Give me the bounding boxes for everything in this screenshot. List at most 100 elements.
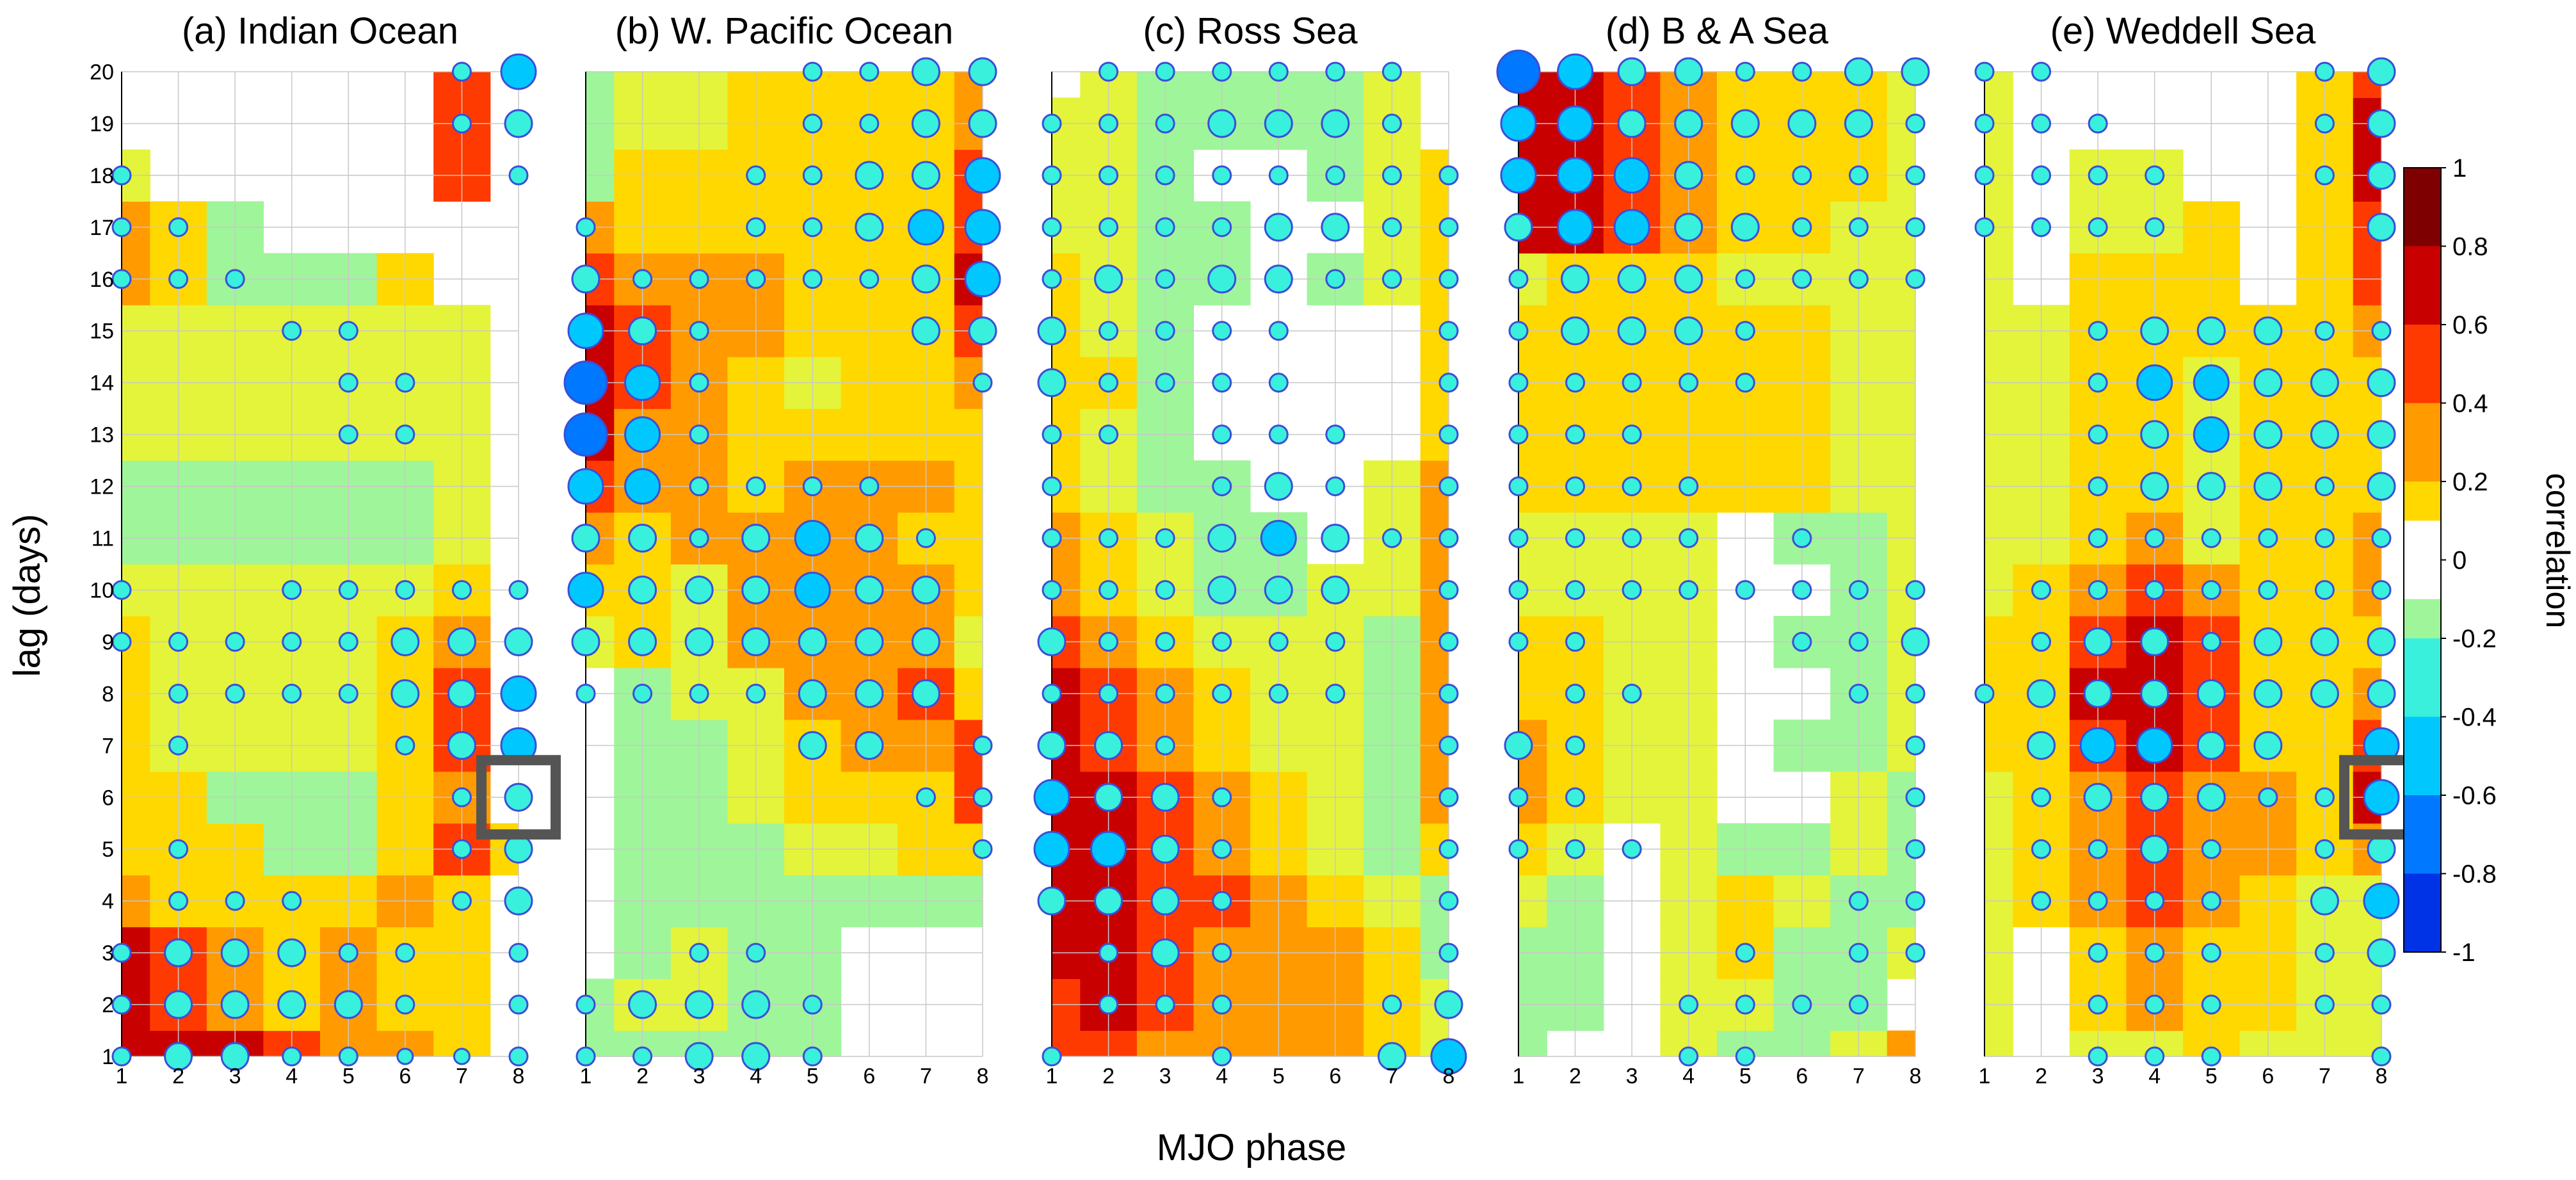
bubble [1848, 942, 1869, 963]
bubble [2371, 321, 2392, 341]
colorbar-label: correlation [2539, 473, 2576, 629]
bubble [1905, 891, 1926, 911]
bubble [395, 994, 415, 1015]
bubble [451, 113, 472, 134]
bubble [1565, 579, 1586, 600]
bubble [907, 209, 944, 246]
bubble [576, 1046, 596, 1067]
colorbar-segment [2404, 540, 2441, 561]
bubble [2031, 113, 2052, 134]
bubble [338, 1046, 358, 1067]
bubble [741, 524, 771, 553]
bubble [225, 683, 245, 704]
bubble [1099, 217, 1119, 238]
bubble [500, 675, 537, 712]
bubble [689, 528, 709, 549]
bubble [855, 161, 884, 190]
bubble [746, 683, 766, 704]
colorbar-segment [2404, 305, 2441, 325]
bubble [1974, 683, 1995, 704]
bubble [2079, 727, 2116, 764]
bubble [1042, 476, 1062, 497]
x-tick-label: 2 [2035, 1064, 2047, 1088]
bubble [798, 731, 827, 760]
bubble [1792, 269, 1812, 289]
colorbar-segment [2404, 853, 2441, 875]
bubble [1325, 61, 1346, 82]
colorbar-tick-label: 1 [2452, 154, 2467, 182]
bubble [2083, 679, 2113, 708]
bubble [2371, 1046, 2392, 1067]
bubble [2363, 779, 2400, 816]
panel-d: 1 2 3 4 5 6 7 8 (d) B & A Sea [1496, 10, 1930, 1088]
bubble [911, 679, 940, 708]
bubble [1905, 683, 1926, 704]
y-tick-label: 19 [90, 112, 114, 136]
bubble [1037, 886, 1067, 916]
bubble [859, 269, 880, 289]
colorbar-segment [2404, 442, 2441, 463]
bubble [1792, 61, 1812, 82]
colorbar-tick-label: 0.4 [2452, 390, 2488, 418]
panel-c: 1 2 3 4 5 6 7 8 (c) Ross Sea [1033, 10, 1467, 1088]
bubble [1792, 994, 1812, 1015]
bubble [1678, 373, 1699, 393]
bubble [2088, 321, 2108, 341]
y-tick-label: 20 [90, 60, 114, 85]
bubble [2314, 165, 2335, 186]
bubble [1099, 579, 1119, 600]
bubble [855, 524, 884, 553]
bubble [2201, 891, 2221, 911]
x-tick-label: 8 [1443, 1064, 1455, 1088]
bubble [338, 321, 358, 341]
bubble [2253, 368, 2283, 398]
bubble [746, 165, 766, 186]
bubble [855, 731, 884, 760]
bubble [1434, 990, 1463, 1019]
colorbar-segment [2404, 423, 2441, 443]
colorbar-segment [2404, 658, 2441, 679]
bubble [689, 321, 709, 341]
x-tick-label: 7 [456, 1064, 468, 1088]
bubble [1094, 886, 1123, 916]
bubble [500, 53, 537, 90]
x-tick-label: 2 [172, 1064, 184, 1088]
bubble [1730, 213, 1760, 242]
bubble [2145, 528, 2165, 549]
bubble [168, 631, 189, 652]
x-tick-label: 5 [807, 1064, 819, 1088]
bubble [2310, 420, 2339, 449]
bubble [859, 476, 880, 497]
bubble [2031, 217, 2052, 238]
bubble [1150, 834, 1180, 864]
y-tick-label: 5 [102, 837, 114, 862]
colorbar-segment [2404, 618, 2441, 639]
y-tick-label: 3 [102, 941, 114, 966]
bubble [2196, 679, 2226, 708]
bubble [1905, 787, 1926, 807]
bubble [1500, 157, 1537, 194]
bubble [968, 57, 997, 86]
bubble [859, 61, 880, 82]
bubble [2367, 834, 2396, 864]
bubble [1974, 217, 1995, 238]
bubble [1565, 787, 1586, 807]
bubble [282, 683, 302, 704]
bubble [1212, 424, 1232, 445]
bubble [911, 627, 940, 656]
bubble [571, 524, 600, 553]
bubble [2088, 476, 2108, 497]
bubble [624, 468, 661, 505]
bubble [1735, 373, 1755, 393]
bubble [1438, 528, 1459, 549]
bubble [624, 416, 661, 453]
bubble [1974, 61, 1995, 82]
bubble [1268, 373, 1289, 393]
bubble [1155, 321, 1175, 341]
bubble [111, 1046, 132, 1067]
y-tick-label: 12 [90, 475, 114, 499]
bubble [282, 321, 302, 341]
bubble [576, 217, 596, 238]
colorbar-tick-label: -0.4 [2452, 704, 2497, 732]
bubble [972, 839, 993, 859]
